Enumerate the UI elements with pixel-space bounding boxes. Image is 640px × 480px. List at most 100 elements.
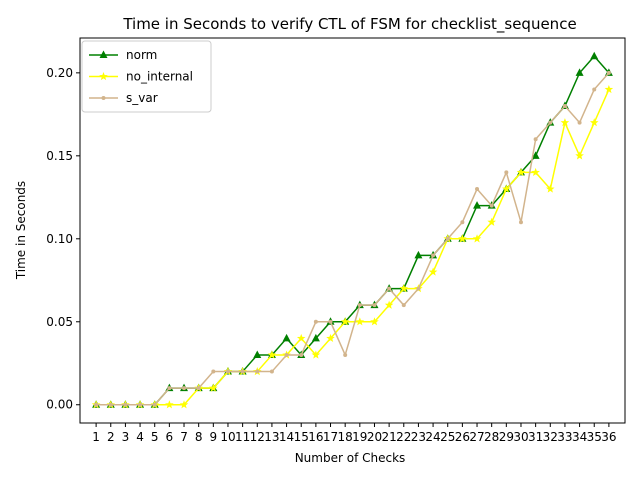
x-tick-label: 15 — [294, 430, 309, 444]
x-tick-label: 21 — [381, 430, 396, 444]
s_var-point — [416, 286, 421, 291]
no_internal-point — [604, 84, 614, 94]
legend-label: no_internal — [126, 70, 193, 84]
norm-point — [282, 333, 291, 342]
x-axis-label: Number of Checks — [295, 451, 406, 465]
no_internal-point — [370, 317, 379, 326]
no_internal-point — [267, 350, 277, 359]
x-tick-label: 19 — [352, 430, 367, 444]
x-tick-label: 24 — [425, 430, 440, 444]
x-tick-label: 2 — [107, 430, 115, 444]
no_internal-point — [355, 317, 365, 326]
s_var-point — [606, 70, 611, 75]
chart-title: Time in Seconds to verify CTL of FSM for… — [122, 15, 576, 34]
s_var-point — [460, 220, 465, 225]
x-tick-label: 28 — [484, 430, 499, 444]
x-tick-label: 33 — [557, 430, 572, 444]
x-tick-label: 22 — [396, 430, 411, 444]
no_internal-point — [179, 400, 189, 409]
legend-item-no_internal: no_internal — [89, 70, 193, 84]
norm-point — [590, 51, 599, 60]
s_var-point — [255, 369, 260, 374]
s_var-point — [240, 369, 245, 374]
s_var-point — [504, 170, 509, 175]
no_internal-point — [546, 184, 555, 193]
x-tick-label: 26 — [455, 430, 470, 444]
norm-point — [311, 333, 320, 342]
no_internal-point — [296, 333, 306, 343]
s_var-point — [108, 402, 113, 407]
s_var-point — [577, 120, 582, 125]
no_internal-point — [428, 267, 438, 276]
legend-label: norm — [126, 48, 157, 62]
s_var-point — [211, 369, 216, 374]
legend: norm no_internal s_var — [81, 40, 212, 113]
y-tick-label: 0.15 — [46, 149, 73, 163]
no_internal-point — [472, 234, 482, 243]
y-axis: 0.00 0.05 0.10 0.15 0.20 — [46, 66, 80, 412]
x-tick-label: 3 — [122, 430, 130, 444]
x-tick-label: 14 — [279, 430, 294, 444]
x-tick-label: 7 — [180, 430, 188, 444]
legend-frame — [81, 40, 212, 113]
s_var-point — [196, 386, 201, 391]
y-axis-label: Time in Seconds — [14, 181, 28, 280]
x-tick-label: 32 — [543, 430, 558, 444]
legend-label: s_var — [126, 91, 158, 105]
s_var-point — [299, 352, 304, 357]
x-tick-label: 9 — [209, 430, 217, 444]
s_var-point — [152, 402, 157, 407]
no_internal-point — [589, 118, 599, 127]
x-axis: 1 2 3 4 5 6 7 8 9 10 11 12 13 14 15 16 17 18 19 20 21 22 23 24 2… — [92, 423, 617, 444]
y-tick-label: 0.20 — [46, 66, 73, 80]
x-tick-label: 36 — [601, 430, 616, 444]
norm-point — [575, 68, 584, 76]
x-tick-label: 4 — [136, 430, 144, 444]
x-tick-label: 8 — [195, 430, 203, 444]
norm-point — [99, 50, 108, 58]
y-tick-label: 0.05 — [46, 315, 73, 329]
no_internal-point — [99, 72, 108, 81]
y-tick-label: 0.00 — [46, 398, 73, 412]
x-tick-label: 34 — [572, 430, 587, 444]
legend-item-norm: norm — [89, 48, 157, 62]
x-tick-label: 23 — [411, 430, 426, 444]
no_internal-point — [516, 167, 526, 177]
s_var-point — [94, 402, 99, 407]
s_var-point — [225, 369, 230, 374]
no_internal-point — [311, 350, 321, 359]
x-tick-label: 18 — [338, 430, 353, 444]
no_internal-point — [326, 333, 335, 343]
no_internal-point — [560, 118, 570, 127]
s_var-point — [372, 303, 377, 308]
s_var-point — [123, 402, 128, 407]
x-tick-label: 13 — [264, 430, 279, 444]
s_var-point — [431, 253, 436, 258]
x-tick-label: 1 — [92, 430, 100, 444]
x-tick-label: 20 — [367, 430, 382, 444]
legend-item-s_var: s_var — [89, 91, 158, 105]
s_var-point — [387, 286, 392, 291]
x-tick-label: 10 — [220, 430, 235, 444]
s_var-point — [101, 96, 106, 100]
x-tick-label: 31 — [528, 430, 543, 444]
s_var-point — [533, 137, 538, 142]
x-tick-label: 11 — [235, 430, 250, 444]
s_var-point — [167, 386, 172, 391]
x-tick-label: 12 — [250, 430, 265, 444]
s_var-point — [182, 386, 187, 391]
x-tick-label: 5 — [151, 430, 159, 444]
s_var-point — [489, 203, 494, 208]
s_var-point — [518, 220, 523, 225]
x-tick-label: 17 — [323, 430, 338, 444]
s_var-point — [475, 187, 480, 192]
series-line-no_internal — [96, 89, 610, 406]
norm-point — [414, 250, 423, 259]
series-s_var — [94, 70, 611, 407]
s_var-point — [592, 87, 597, 92]
no_internal-point — [531, 167, 540, 177]
s_var-point — [548, 120, 553, 125]
no_internal-point — [384, 300, 394, 309]
norm-point — [531, 151, 540, 159]
